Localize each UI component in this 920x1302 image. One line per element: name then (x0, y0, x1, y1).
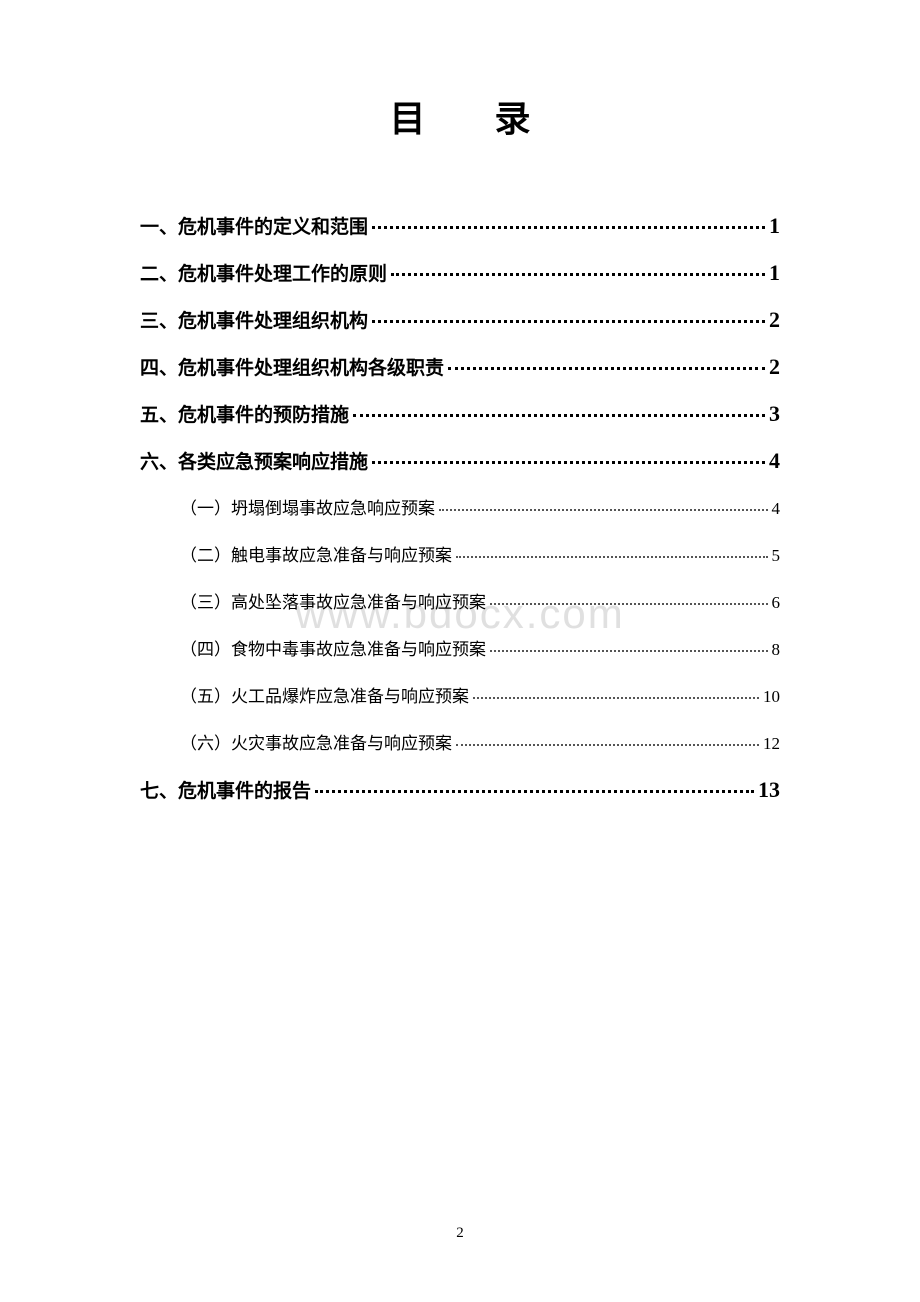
toc-item-label: 六、各类应急预案响应措施 (140, 447, 368, 474)
toc-item-label: （一）坍塌倒塌事故应急响应预案 (180, 494, 435, 519)
toc-item-label: 二、危机事件处理工作的原则 (140, 259, 387, 286)
toc-item-label: 四、危机事件处理组织机构各级职责 (140, 353, 444, 380)
toc-item-label: 七、危机事件的报告 (140, 776, 311, 803)
toc-item-page: 4 (772, 499, 781, 519)
toc-item: （一）坍塌倒塌事故应急响应预案 4 (140, 494, 780, 519)
toc-item-page: 10 (763, 687, 780, 707)
toc-item-label: 三、危机事件处理组织机构 (140, 306, 368, 333)
toc-item: （四）食物中毒事故应急准备与响应预案 8 (140, 635, 780, 660)
toc-item-page: 12 (763, 734, 780, 754)
toc-dots (456, 556, 768, 558)
toc-item-page: 3 (769, 401, 780, 427)
toc-item-label: （四）食物中毒事故应急准备与响应预案 (180, 635, 486, 660)
toc-item: 六、各类应急预案响应措施 4 (140, 447, 780, 474)
toc-item-label: 五、危机事件的预防措施 (140, 400, 349, 427)
toc-item: （六）火灾事故应急准备与响应预案 12 (140, 729, 780, 754)
toc-dots (372, 320, 765, 323)
toc-item: 五、危机事件的预防措施 3 (140, 400, 780, 427)
toc-item: 一、危机事件的定义和范围 1 (140, 212, 780, 239)
toc-dots (315, 790, 754, 793)
toc-item-label: （六）火灾事故应急准备与响应预案 (180, 729, 452, 754)
toc-item: 二、危机事件处理工作的原则 1 (140, 259, 780, 286)
toc-dots (456, 744, 759, 746)
toc-item-page: 8 (772, 640, 781, 660)
toc-dots (372, 461, 765, 464)
toc-item-label: （二）触电事故应急准备与响应预案 (180, 541, 452, 566)
toc-item: （二）触电事故应急准备与响应预案 5 (140, 541, 780, 566)
toc-item: （五）火工品爆炸应急准备与响应预案 10 (140, 682, 780, 707)
toc-item: 三、危机事件处理组织机构 2 (140, 306, 780, 333)
toc-item-page: 1 (769, 260, 780, 286)
toc-item-label: （五）火工品爆炸应急准备与响应预案 (180, 682, 469, 707)
toc-item-label: 一、危机事件的定义和范围 (140, 212, 368, 239)
page-number: 2 (456, 1225, 464, 1242)
toc-item-page: 2 (769, 307, 780, 333)
toc-item-page: 5 (772, 546, 781, 566)
toc-item-label: （三）高处坠落事故应急准备与响应预案 (180, 588, 486, 613)
toc-item-page: 1 (769, 213, 780, 239)
toc-item: 四、危机事件处理组织机构各级职责 2 (140, 353, 780, 380)
toc-item-page: 13 (758, 777, 780, 803)
toc-title: 目 录 (140, 90, 780, 142)
toc-item-page: 4 (769, 448, 780, 474)
toc-list: 一、危机事件的定义和范围 1 二、危机事件处理工作的原则 1 三、危机事件处理组织机构 2… (140, 212, 780, 803)
toc-dots (372, 226, 765, 229)
document-page: 目 录 一、危机事件的定义和范围 1 二、危机事件处理工作的原则 1 三、危机事件处理组… (0, 0, 920, 803)
toc-dots (439, 509, 768, 511)
toc-dots (353, 414, 765, 417)
toc-item-page: 2 (769, 354, 780, 380)
toc-dots (448, 367, 765, 370)
toc-dots (473, 697, 759, 699)
toc-dots (391, 273, 765, 276)
toc-item-page: 6 (772, 593, 781, 613)
toc-item: （三）高处坠落事故应急准备与响应预案 6 (140, 588, 780, 613)
toc-dots (490, 603, 768, 605)
toc-item: 七、危机事件的报告 13 (140, 776, 780, 803)
toc-dots (490, 650, 768, 652)
